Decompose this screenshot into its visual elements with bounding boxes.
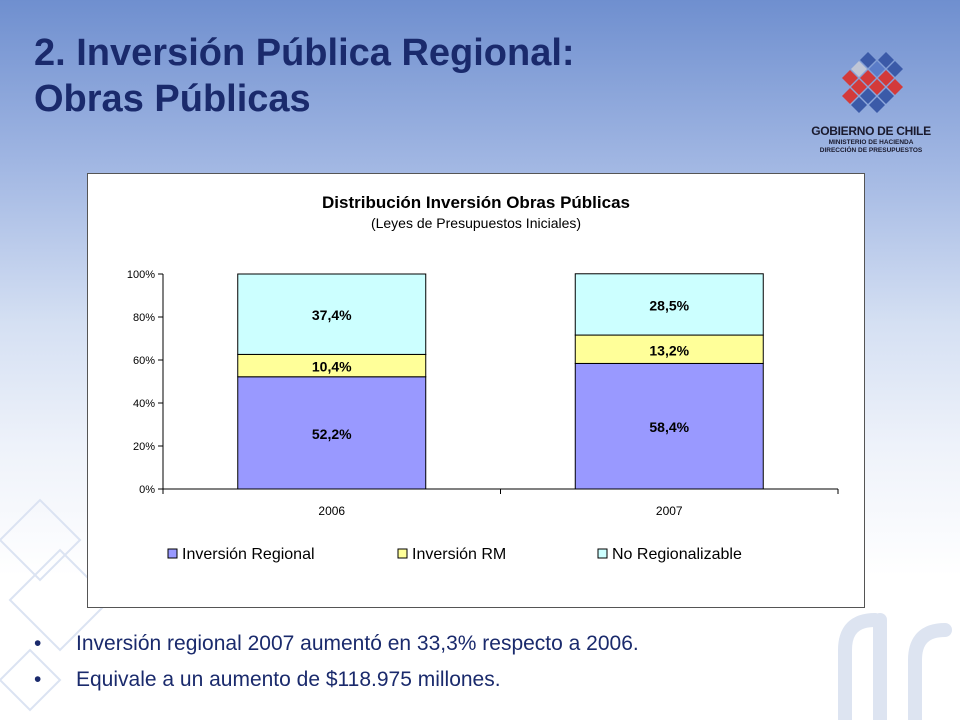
chart-bars: 52,2% 10,4% 37,4% 58,4% 13,2% 28,5% [237, 273, 764, 490]
y-tick-label: 0% [139, 484, 155, 496]
legend-swatch [167, 548, 178, 559]
chart-subtitle: (Leyes de Presupuestos Iniciales) [371, 215, 581, 231]
y-tick-label: 80% [133, 312, 155, 324]
gobierno-de-chile-logo: GOBIERNO DE CHILE MINISTERIO DE HACIENDA… [808, 40, 934, 160]
logo-diamond-cell [869, 61, 885, 77]
logo-diamond-cell [887, 61, 903, 77]
y-tick-label: 100% [127, 269, 155, 281]
logo-main-text: GOBIERNO DE CHILE [811, 124, 931, 138]
legend-swatch [597, 548, 608, 559]
bullet-item: • Inversión regional 2007 aumentó en 33,3… [34, 626, 914, 662]
legend-swatch [397, 548, 408, 559]
logo-diamond-cell [878, 70, 894, 86]
bullet-list: • Inversión regional 2007 aumentó en 33,3… [34, 626, 914, 698]
legend-label: Inversión Regional [182, 546, 315, 563]
bullet-marker: • [34, 632, 42, 655]
logo-diamond-cell [860, 88, 876, 104]
data-label: 13,2% [649, 342, 689, 358]
logo-diamond-grid [842, 52, 903, 113]
logo-diamond-cell [869, 79, 885, 95]
logo-diamond-cell [851, 97, 867, 113]
slide-title: 2. Inversión Pública Regional: Obras Púb… [34, 30, 774, 122]
logo-subtitle-2: DIRECCIÓN DE PRESUPUESTOS [819, 147, 923, 154]
logo-diamond-cell [878, 88, 894, 104]
bar-segment [237, 273, 427, 355]
y-tick-label: 60% [133, 355, 155, 367]
logo-diamond-cell [869, 97, 885, 113]
logo-diamond-cell [860, 52, 876, 68]
x-tick-label: 2006 [318, 504, 345, 518]
chart-container: Distribución Inversión Obras Públicas (L… [87, 173, 865, 608]
data-label: 58,4% [649, 419, 689, 435]
logo-subtitle-1: MINISTERIO DE HACIENDA [828, 139, 914, 146]
bullet-text: Equivale a un aumento de $118.975 millon… [76, 668, 501, 691]
bullet-marker: • [34, 668, 42, 691]
logo-diamond-cell [878, 52, 894, 68]
chart-title: Distribución Inversión Obras Públicas [322, 193, 630, 212]
bar-segment [237, 376, 427, 490]
legend-label: No Regionalizable [612, 546, 742, 563]
chart-legend: Inversión Regional Inversión RM No Regiona… [167, 546, 742, 563]
data-label: 10,4% [312, 359, 352, 375]
bar-segment [574, 273, 764, 336]
y-tick-label: 40% [133, 398, 155, 410]
stacked-bar-chart: Distribución Inversión Obras Públicas (L… [127, 193, 839, 563]
x-tick-label: 2007 [656, 504, 683, 518]
logo-diamond-cell [860, 70, 876, 86]
logo-diamond-cell [887, 79, 903, 95]
slide-title-line-2: Obras Públicas [34, 78, 311, 120]
y-tick-label: 20% [133, 441, 155, 453]
logo-diamond-cell [842, 88, 858, 104]
bullet-item: • Equivale a un aumento de $118.975 millo… [34, 662, 914, 698]
bullet-text: Inversión regional 2007 aumentó en 33,3%… [76, 632, 639, 655]
legend-label: Inversión RM [412, 546, 506, 563]
logo-diamond-cell [851, 79, 867, 95]
data-label: 28,5% [649, 297, 689, 313]
data-label: 52,2% [312, 426, 352, 442]
bar-segment [574, 362, 764, 490]
data-label: 37,4% [312, 307, 352, 323]
logo-diamond-cell [842, 70, 858, 86]
logo-diamond-cell [851, 61, 867, 77]
slide-title-line-1: 2. Inversión Pública Regional: [34, 32, 575, 74]
